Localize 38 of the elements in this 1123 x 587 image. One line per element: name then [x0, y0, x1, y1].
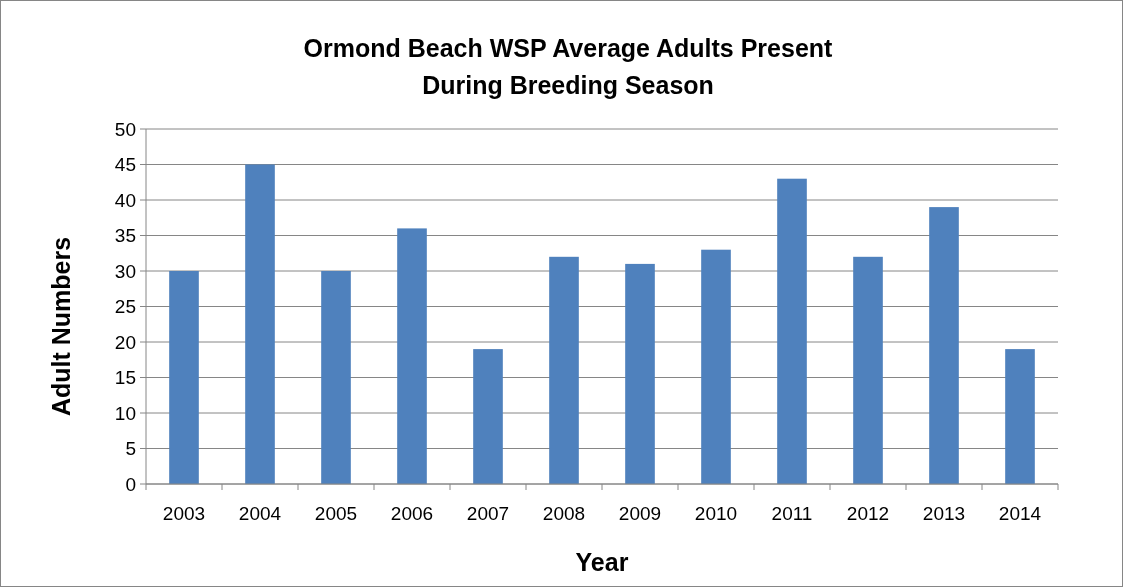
bar — [625, 263, 655, 484]
bar — [169, 271, 199, 484]
y-tick-label: 30 — [114, 260, 136, 282]
y-tick-label: 15 — [114, 367, 136, 389]
bar — [929, 207, 959, 484]
bar — [321, 271, 351, 484]
bar — [397, 228, 427, 484]
y-tick-label: 20 — [114, 331, 136, 353]
x-tick-label: 2004 — [238, 503, 282, 524]
x-tick-label: 2011 — [771, 503, 813, 524]
y-tick-label: 40 — [114, 189, 136, 211]
x-axis-title: Year — [575, 548, 629, 576]
bar — [1005, 349, 1035, 484]
x-tick-label: 2014 — [998, 503, 1042, 524]
y-tick-label: 50 — [114, 118, 136, 140]
x-tick-label: 2012 — [846, 503, 890, 524]
y-axis-title: Adult Numbers — [47, 236, 75, 417]
x-tick-label: 2003 — [162, 503, 206, 524]
x-tick-label: 2008 — [542, 503, 586, 524]
bar — [245, 164, 275, 484]
y-tick-label: 25 — [114, 296, 136, 318]
chart-title: Ormond Beach WSP Average Adults Present During Breeding Season — [303, 34, 834, 99]
x-tick-label: 2009 — [618, 503, 662, 524]
y-tick-label: 35 — [114, 225, 136, 247]
y-tick-label: 10 — [114, 402, 136, 424]
bar — [853, 256, 883, 484]
x-tick-label: 2007 — [466, 503, 510, 524]
bar — [777, 178, 807, 484]
y-tick-label: 5 — [125, 438, 136, 460]
x-tick-label: 2005 — [314, 503, 358, 524]
bar — [549, 256, 579, 484]
bar — [701, 249, 731, 484]
x-tick-label: 2013 — [922, 503, 966, 524]
x-tick-label: 2010 — [694, 503, 738, 524]
y-tick-label: 45 — [114, 154, 136, 176]
x-tick-label: 2006 — [390, 503, 434, 524]
bar — [473, 349, 503, 484]
y-tick-label: 0 — [125, 473, 136, 495]
